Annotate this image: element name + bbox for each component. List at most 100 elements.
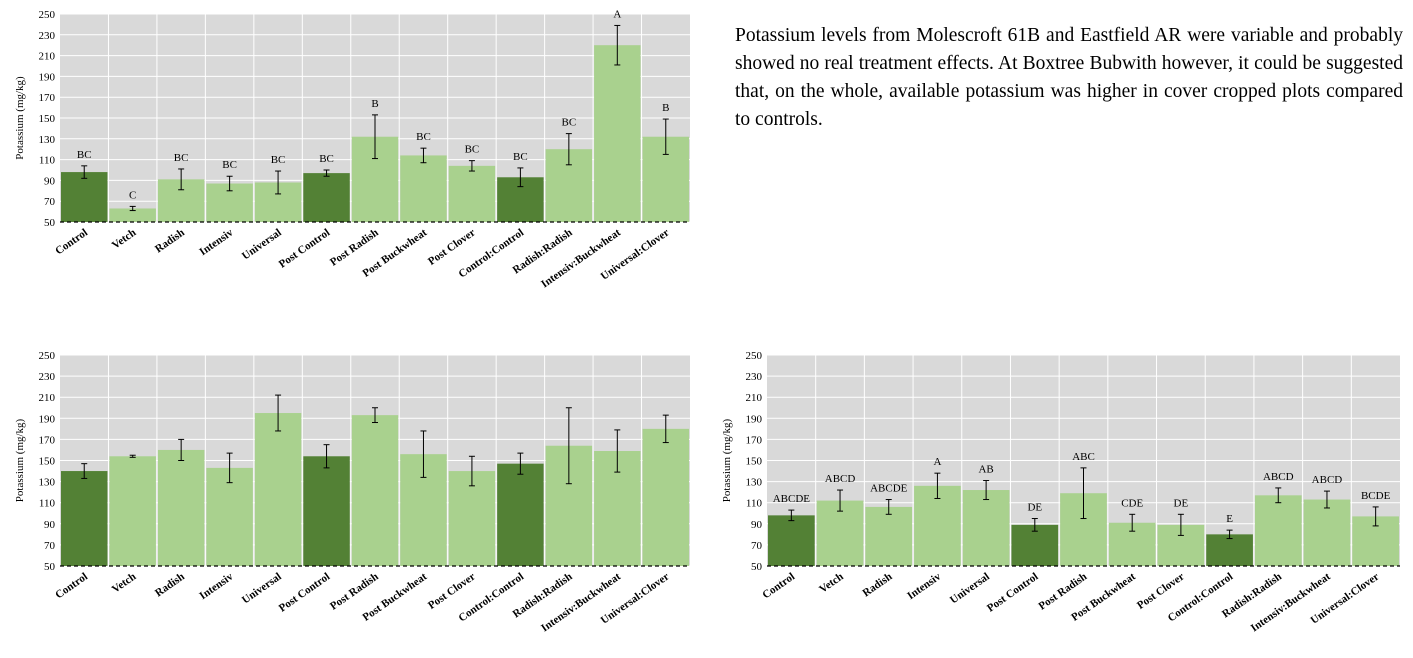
significance-letter: ABCDE	[773, 493, 811, 505]
y-tick-label: 230	[39, 30, 56, 42]
bar	[61, 172, 108, 222]
significance-letter: BC	[513, 151, 528, 163]
x-tick-label: Post Control	[277, 571, 333, 615]
bar	[400, 155, 447, 222]
y-tick-label: 250	[39, 350, 56, 362]
significance-letter: BC	[174, 152, 189, 164]
x-tick-label: Intensiv:Buckwheat	[539, 570, 623, 634]
y-tick-label: 170	[39, 92, 56, 104]
significance-letter: A	[613, 8, 621, 20]
bar	[642, 428, 689, 566]
x-tick-label: Universal	[948, 571, 992, 607]
significance-letter: A	[933, 456, 941, 468]
significance-letter: ABCD	[1312, 474, 1343, 486]
significance-letter: BC	[562, 117, 577, 129]
y-tick-label: 90	[44, 175, 56, 187]
bar	[1254, 495, 1302, 566]
x-tick-label: Intensiv	[905, 570, 943, 602]
y-tick-label: 70	[44, 196, 56, 208]
x-tick-label: Control	[760, 571, 797, 602]
significance-letter: BCDE	[1361, 490, 1391, 502]
bar	[61, 471, 108, 566]
significance-letter: BC	[271, 154, 286, 166]
x-tick-label: Post Control	[277, 227, 333, 271]
y-tick-label: 250	[746, 350, 763, 362]
y-axis-label: Potassium (mg/kg)	[14, 76, 26, 160]
y-tick-label: 110	[746, 498, 763, 510]
bar	[303, 456, 350, 566]
bar	[109, 456, 156, 566]
x-tick-label: Radish	[153, 227, 187, 256]
x-tick-label: Universal	[240, 571, 284, 607]
y-tick-label: 230	[39, 371, 56, 383]
y-axis-label: Potassium (mg/kg)	[14, 418, 26, 502]
y-tick-label: 130	[39, 134, 56, 146]
y-tick-label: 110	[39, 155, 56, 167]
y-tick-label: 50	[44, 217, 56, 229]
x-tick-label: Vetch	[110, 571, 139, 596]
significance-letter: BC	[77, 149, 92, 161]
y-tick-label: 190	[746, 413, 763, 425]
y-tick-label: 150	[39, 456, 56, 468]
y-tick-label: 210	[746, 392, 763, 404]
y-tick-label: 250	[39, 9, 56, 21]
bar	[865, 506, 913, 566]
x-tick-label: Vetch	[110, 227, 139, 252]
bar	[448, 471, 496, 566]
bar	[109, 208, 156, 222]
y-tick-label: 50	[44, 561, 56, 573]
significance-letter: BC	[416, 131, 431, 143]
x-tick-label: Intensiv:Buckwheat	[539, 226, 623, 290]
y-tick-label: 230	[746, 371, 763, 383]
x-tick-label: Universal	[240, 227, 284, 263]
significance-letter: CDE	[1121, 497, 1143, 509]
y-tick-label: 50	[751, 561, 763, 573]
bar	[254, 413, 302, 566]
bar	[962, 490, 1010, 566]
bar	[497, 463, 544, 566]
y-tick-label: 70	[751, 540, 763, 552]
bar	[1206, 534, 1253, 566]
x-tick-label: Control	[53, 571, 90, 602]
paragraph: Potassium levels from Molescroft 61B and…	[735, 25, 1403, 130]
bar	[1011, 524, 1059, 566]
x-tick-label: Post Control	[985, 571, 1041, 615]
bar	[914, 485, 961, 566]
significance-letter: ABC	[1072, 451, 1095, 463]
y-tick-label: 150	[746, 456, 763, 468]
bar	[351, 415, 399, 566]
y-tick-label: 210	[39, 392, 56, 404]
y-tick-label: 90	[44, 519, 56, 531]
y-tick-label: 170	[746, 434, 763, 446]
y-tick-label: 210	[39, 51, 56, 63]
significance-letter: ABCD	[825, 473, 856, 485]
significance-letter: ABCD	[1263, 471, 1294, 483]
y-tick-label: 170	[39, 434, 56, 446]
x-tick-label: Radish	[153, 571, 187, 600]
x-tick-label: Intensiv:Buckwheat	[1249, 570, 1333, 634]
x-tick-label: Control	[53, 227, 90, 258]
y-tick-label: 150	[39, 113, 56, 125]
y-tick-label: 130	[746, 477, 763, 489]
y-tick-label: 190	[39, 413, 56, 425]
y-tick-label: 130	[39, 477, 56, 489]
y-tick-label: 110	[39, 498, 56, 510]
bar	[1303, 499, 1351, 566]
significance-letter: E	[1226, 513, 1233, 525]
x-tick-label: Intensiv	[197, 570, 235, 602]
bar	[448, 165, 496, 222]
significance-letter: C	[129, 189, 136, 201]
bar	[157, 449, 205, 566]
x-tick-label: Radish	[861, 571, 895, 600]
y-tick-label: 70	[44, 540, 56, 552]
x-tick-label: Intensiv	[197, 226, 235, 258]
significance-letter: DE	[1027, 502, 1042, 514]
y-tick-label: 90	[751, 519, 763, 531]
bar	[768, 515, 815, 566]
significance-letter: BC	[465, 144, 480, 156]
significance-letter: BC	[222, 159, 237, 171]
significance-letter: DE	[1174, 497, 1189, 509]
significance-letter: BC	[319, 153, 334, 165]
significance-letter: B	[371, 98, 378, 110]
